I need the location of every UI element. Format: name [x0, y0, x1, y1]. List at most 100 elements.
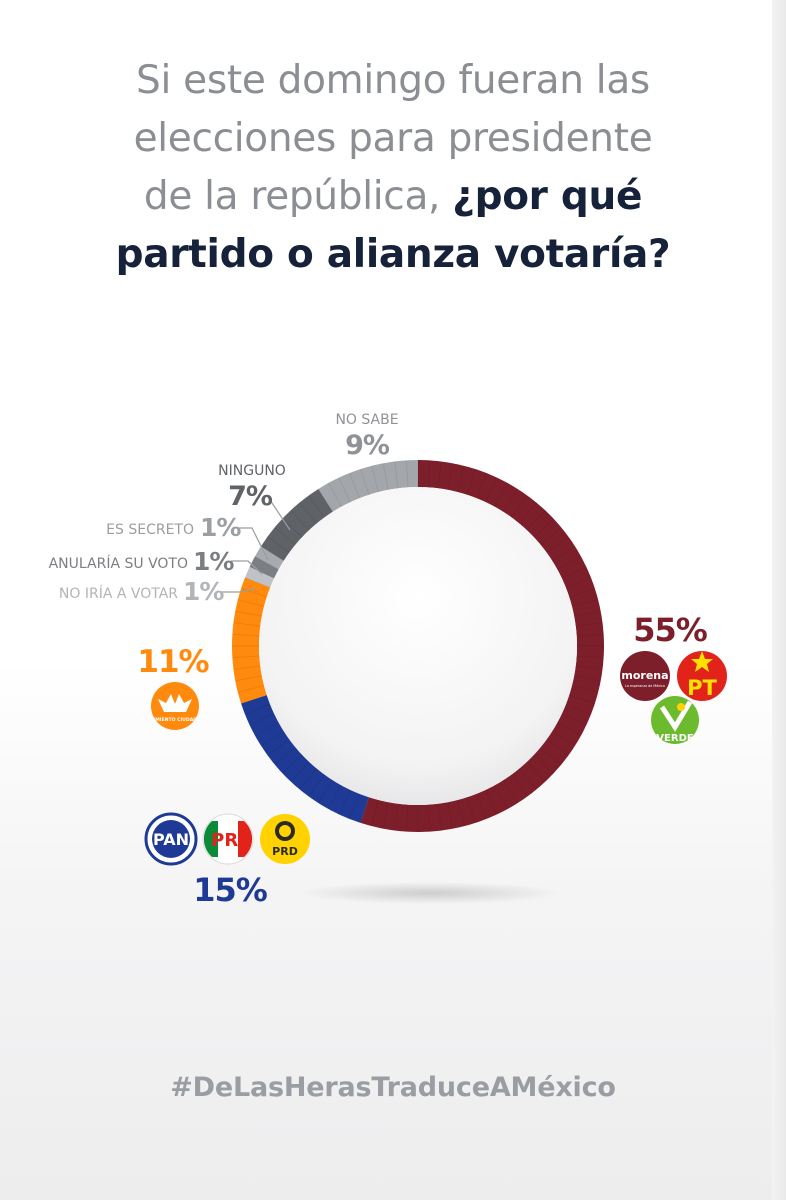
- value-ninguno: 7%: [228, 481, 273, 512]
- texture-line: [575, 665, 603, 670]
- texture-line: [427, 460, 431, 488]
- value-anularia: 1%: [193, 547, 234, 576]
- texture-line: [526, 761, 546, 782]
- texture-line: [299, 502, 318, 524]
- title-line-3: de la república, ¿por qué: [60, 168, 726, 226]
- texture-line: [235, 610, 262, 617]
- title-line-3-plain: de la república,: [143, 174, 453, 219]
- leader-anularia: [231, 560, 263, 575]
- hashtag: #DeLasHerasTraduceAMéxico: [170, 1072, 616, 1103]
- pri-logo-text: PRI: [211, 830, 245, 851]
- texture-line: [254, 722, 279, 737]
- toucan-icon: [659, 700, 693, 732]
- texture-line: [485, 789, 498, 815]
- value-pan-alliance: 15%: [193, 871, 268, 909]
- texture-line: [308, 495, 325, 518]
- texture-line: [457, 799, 465, 827]
- value-mc: 11%: [137, 644, 209, 680]
- prd-logo: PRD: [260, 814, 310, 864]
- texture-line: [290, 510, 310, 531]
- texture-line: [249, 566, 275, 579]
- eagle-icon: [158, 694, 192, 712]
- texture-line: [511, 774, 528, 797]
- texture-line: [551, 730, 576, 747]
- label-no-iria: NO IRÍA A VOTAR: [59, 585, 178, 602]
- pt-star-icon: [691, 651, 713, 672]
- slice-pan-alliance: [241, 695, 369, 823]
- value-es-secreto: 1%: [200, 513, 241, 542]
- texture-line: [317, 779, 334, 804]
- value-no-sabe: 9%: [345, 430, 390, 461]
- texture-line: [427, 804, 431, 832]
- texture-line: [282, 754, 303, 774]
- texture-line: [571, 599, 599, 607]
- texture-line: [518, 502, 537, 524]
- texture-line: [466, 797, 476, 824]
- leader-es-secreto: [238, 527, 269, 561]
- slice-no-sabe: [318, 460, 418, 512]
- texture-line: [569, 694, 596, 704]
- mc-logo: MOVIMIENTO CIUDADANO: [142, 682, 209, 730]
- texture-line: [540, 527, 562, 546]
- texture-line: [502, 488, 519, 513]
- pri-red-band: [238, 821, 253, 857]
- verde-logo-text: VERDE: [656, 733, 694, 744]
- texture-line: [317, 488, 334, 513]
- texture-line: [494, 785, 509, 810]
- texture-line: [557, 722, 582, 737]
- texture-line: [260, 730, 285, 747]
- donut-slices: [231, 460, 605, 832]
- texture-line: [282, 518, 303, 538]
- texture-line: [565, 577, 592, 588]
- value-morena-alliance: 55%: [633, 611, 708, 649]
- texture-line: [557, 555, 582, 570]
- texture-line: [405, 460, 409, 488]
- pri-logo: PRI: [202, 813, 254, 865]
- texture-line: [457, 465, 465, 493]
- texture-line: [267, 739, 290, 756]
- texture-line: [561, 566, 587, 579]
- slice-ninguno: [260, 488, 333, 561]
- texture-line: [244, 704, 271, 715]
- texture-line: [382, 463, 389, 490]
- pan-logo-text: PAN: [153, 830, 189, 849]
- mc-logo-text: MOVIMIENTO CIUDADANO: [142, 717, 209, 723]
- texture-line: [466, 468, 476, 495]
- title-line-3-bold: ¿por qué: [452, 174, 643, 219]
- texture-line: [308, 774, 325, 797]
- texture-line: [494, 482, 509, 507]
- pri-green-band: [203, 821, 218, 857]
- texture-line: [233, 665, 261, 670]
- title-line-2: elecciones para presidente: [133, 116, 653, 161]
- slice-no-iria: [245, 566, 275, 588]
- texture-line: [240, 588, 267, 598]
- label-anularia: ANULARÍA SU VOTO: [49, 555, 188, 572]
- texture-line: [571, 685, 599, 693]
- texture-line: [267, 536, 290, 553]
- texture-line: [518, 768, 537, 790]
- texture-line: [546, 536, 569, 553]
- texture-line: [290, 761, 310, 782]
- texture-line: [235, 675, 262, 682]
- morena-logo-tagline: La esperanza de México: [625, 684, 665, 688]
- texture-line: [447, 463, 454, 490]
- label-no-sabe: NO SABE: [335, 412, 398, 428]
- texture-line: [349, 793, 360, 820]
- texture-line: [233, 622, 261, 627]
- texture-line: [338, 789, 351, 815]
- texture-line: [575, 622, 603, 627]
- texture-line: [237, 599, 265, 607]
- texture-line: [237, 685, 265, 693]
- texture-line: [371, 799, 379, 827]
- texture-line: [533, 518, 554, 538]
- texture-line: [576, 633, 604, 637]
- slice-anularia: [249, 556, 279, 579]
- donut-hole: [259, 487, 577, 805]
- morena-logo: morena La esperanza de México: [620, 651, 670, 701]
- texture-line: [565, 704, 592, 715]
- texture-line: [502, 779, 519, 804]
- texture-line: [574, 675, 601, 682]
- texture-line: [371, 465, 379, 493]
- texture-line: [299, 768, 318, 790]
